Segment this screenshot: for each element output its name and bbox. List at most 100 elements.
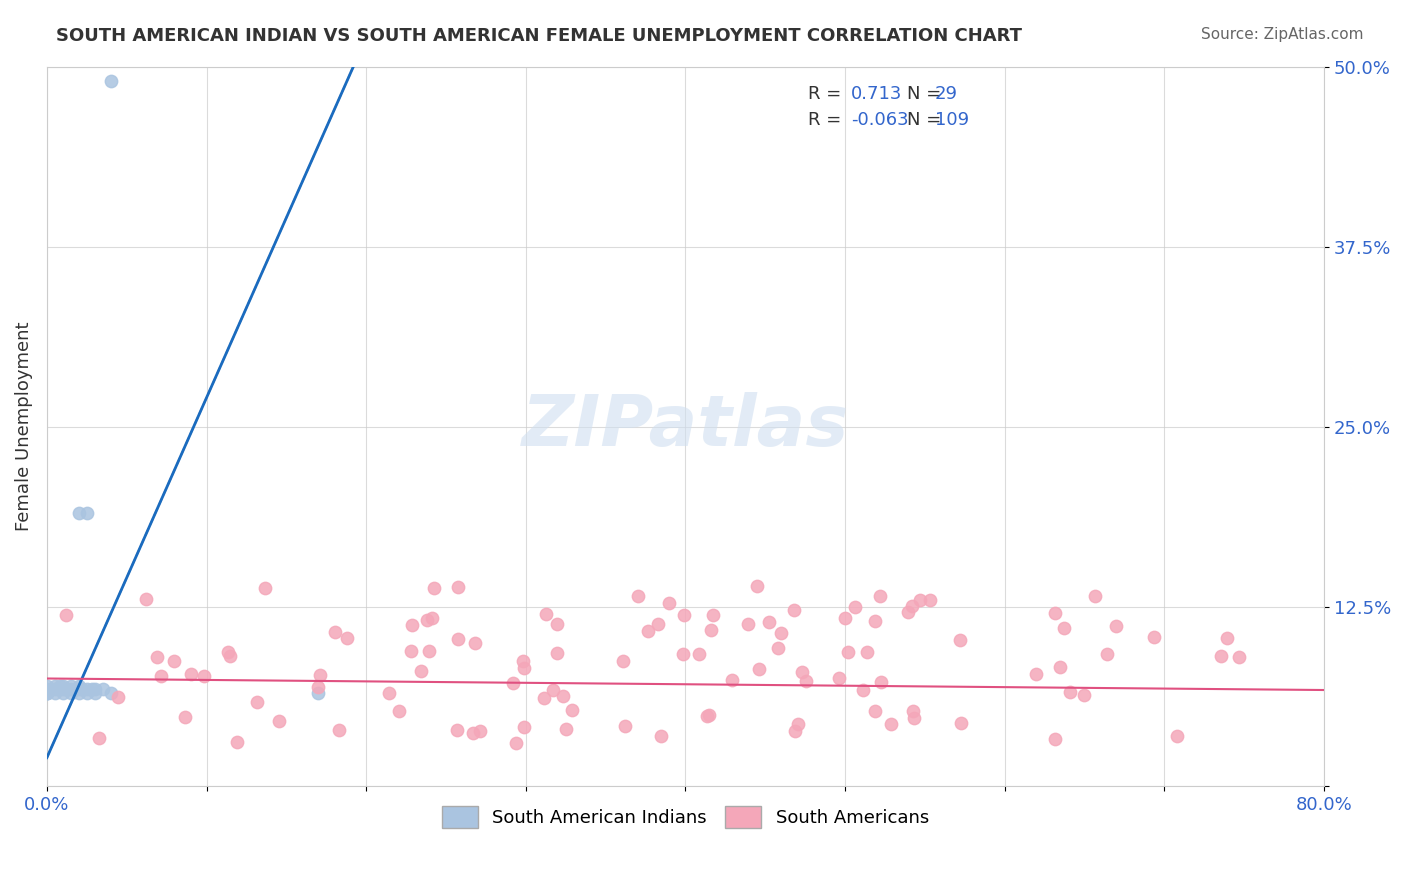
Point: [1049, 660, 1071, 674]
Point: [226, 735, 249, 749]
Point: [59, 679, 82, 693]
Point: [1073, 688, 1095, 702]
Point: [768, 641, 790, 656]
Point: [83, 681, 105, 696]
Point: [193, 669, 215, 683]
Point: [834, 611, 856, 625]
Text: N =: N =: [907, 112, 941, 129]
Point: [688, 647, 710, 661]
Point: [869, 589, 891, 603]
Point: [52, 686, 75, 700]
Point: [83, 686, 105, 700]
Point: [336, 631, 359, 645]
Point: [100, 74, 122, 88]
Point: [1025, 666, 1047, 681]
Point: [1043, 731, 1066, 746]
Point: [399, 644, 422, 658]
Point: [59, 681, 82, 696]
Point: [387, 704, 409, 718]
Point: [512, 654, 534, 668]
Point: [48, 679, 70, 693]
Point: [721, 673, 744, 687]
Point: [1059, 685, 1081, 699]
Point: [447, 580, 470, 594]
Point: [44, 681, 66, 696]
Text: -0.063: -0.063: [851, 112, 908, 129]
Point: [52, 681, 75, 696]
Point: [269, 714, 291, 729]
Point: [851, 682, 873, 697]
Point: [422, 581, 444, 595]
Point: [534, 607, 557, 622]
Text: SOUTH AMERICAN INDIAN VS SOUTH AMERICAN FEMALE UNEMPLOYMENT CORRELATION CHART: SOUTH AMERICAN INDIAN VS SOUTH AMERICAN …: [56, 27, 1022, 45]
Point: [1143, 631, 1166, 645]
Point: [783, 603, 806, 617]
Point: [855, 645, 877, 659]
Point: [1166, 729, 1188, 743]
Point: [309, 668, 332, 682]
Point: [163, 654, 186, 668]
Point: [897, 605, 920, 619]
Text: 29: 29: [935, 85, 957, 103]
Point: [1084, 590, 1107, 604]
Point: [44, 686, 66, 700]
Point: [737, 617, 759, 632]
Point: [513, 720, 536, 734]
Point: [308, 680, 330, 694]
Point: [783, 723, 806, 738]
Point: [67, 686, 90, 700]
Point: [328, 723, 350, 738]
Text: N =: N =: [907, 85, 941, 103]
Point: [796, 673, 818, 688]
Point: [658, 596, 681, 610]
Point: [67, 681, 90, 696]
Point: [80, 681, 103, 696]
Point: [447, 632, 470, 646]
Point: [35, 681, 58, 696]
Point: [844, 600, 866, 615]
Point: [502, 676, 524, 690]
Point: [614, 719, 637, 733]
Point: [67, 679, 90, 693]
Point: [869, 675, 891, 690]
Point: [67, 506, 90, 520]
Point: [150, 669, 173, 683]
Point: [461, 725, 484, 739]
Point: [786, 717, 808, 731]
Point: [446, 723, 468, 737]
Point: [76, 681, 98, 696]
Point: [758, 615, 780, 629]
Point: [748, 662, 770, 676]
Point: [920, 593, 942, 607]
Point: [672, 647, 695, 661]
Point: [627, 590, 650, 604]
Point: [35, 679, 58, 693]
Point: [702, 608, 724, 623]
Point: [908, 593, 931, 607]
Point: [76, 506, 98, 520]
Point: [35, 686, 58, 700]
Point: [745, 578, 768, 592]
Point: [880, 717, 903, 731]
Point: [70, 681, 93, 696]
Point: [135, 592, 157, 607]
Point: [468, 723, 491, 738]
Point: [146, 649, 169, 664]
Point: [107, 690, 129, 704]
Point: [55, 681, 77, 696]
Text: Source: ZipAtlas.com: Source: ZipAtlas.com: [1201, 27, 1364, 42]
Point: [647, 617, 669, 632]
Text: R =: R =: [808, 85, 842, 103]
Point: [35, 686, 58, 700]
Point: [217, 645, 239, 659]
Point: [672, 608, 695, 623]
Point: [949, 632, 972, 647]
Point: [697, 707, 720, 722]
Point: [512, 661, 534, 675]
Point: [219, 648, 242, 663]
Point: [650, 729, 672, 743]
Point: [903, 711, 925, 725]
Point: [52, 679, 75, 693]
Point: [1105, 619, 1128, 633]
Point: [416, 613, 439, 627]
